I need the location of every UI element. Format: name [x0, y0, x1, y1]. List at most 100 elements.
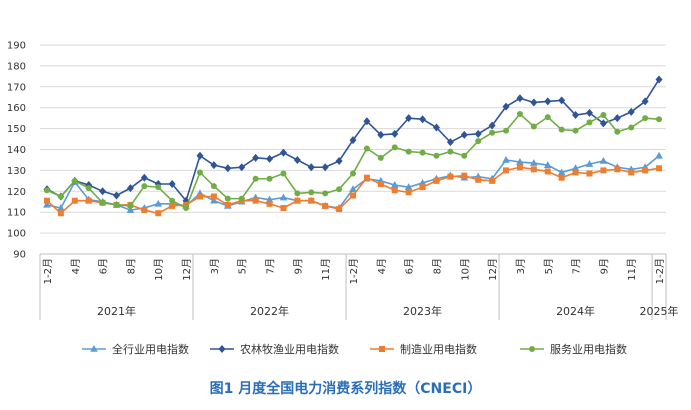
data-point	[628, 124, 635, 131]
data-point	[350, 192, 356, 199]
x-tick-label-group: 9月	[598, 258, 610, 274]
data-point	[600, 112, 607, 119]
data-point	[322, 202, 329, 209]
data-point	[419, 184, 426, 191]
x-tick-label-group: 6月	[404, 258, 416, 274]
y-tick-label: 190	[7, 41, 26, 52]
data-point	[57, 204, 65, 211]
data-point	[280, 205, 287, 212]
data-point	[572, 127, 579, 134]
data-point	[446, 138, 454, 147]
legend-marker	[529, 346, 535, 352]
data-point	[503, 167, 510, 174]
data-point	[279, 148, 287, 157]
data-point	[530, 98, 538, 107]
data-point	[336, 186, 343, 193]
data-point	[571, 164, 580, 172]
data-point	[210, 183, 217, 190]
gridlines	[40, 44, 666, 255]
data-point	[363, 117, 371, 126]
data-point	[656, 116, 663, 123]
data-point	[516, 158, 524, 165]
data-point	[224, 164, 232, 173]
data-point	[196, 193, 203, 200]
data-point	[349, 185, 357, 193]
data-point	[308, 197, 315, 204]
year-label: 2021年	[97, 304, 136, 318]
x-tick-label: 7月	[265, 258, 277, 274]
x-tick-label-group: 11月	[626, 258, 638, 281]
data-point	[641, 97, 649, 106]
data-point	[391, 144, 398, 151]
x-tick-label-group: 1-2月	[348, 258, 360, 284]
series-2	[43, 164, 663, 217]
x-tick-label: 12月	[181, 258, 193, 281]
data-point	[155, 210, 162, 217]
data-point	[113, 201, 120, 208]
year-label: 2025年	[640, 304, 679, 318]
x-tick-label: 1-2月	[348, 258, 360, 284]
x-tick-label-group: 12月	[487, 258, 499, 281]
data-point	[266, 175, 273, 182]
data-point	[57, 193, 64, 200]
data-point	[99, 187, 107, 196]
x-tick-label-group: 7月	[571, 258, 583, 274]
x-tick-label-group: 12月	[181, 258, 193, 281]
data-point	[474, 129, 482, 138]
x-tick-label: 8月	[431, 258, 443, 274]
data-point	[489, 129, 496, 136]
data-point	[99, 199, 106, 206]
data-point	[377, 130, 385, 139]
data-point	[266, 200, 273, 207]
data-point	[293, 155, 301, 164]
data-point	[433, 177, 440, 184]
y-tick-label: 140	[7, 145, 26, 156]
x-tick-label-group: 4月	[376, 258, 388, 274]
data-point	[196, 151, 204, 160]
x-tick-label: 3月	[515, 258, 527, 274]
data-point	[238, 195, 245, 202]
data-point	[210, 196, 218, 204]
y-tick-label: 180	[7, 61, 26, 72]
data-point	[502, 155, 510, 163]
x-axis: 1-2月 4月 6月 8月 10月 12月 3月 5月 7月 9月 11月 1-2月 4月 6月 8月 10月…	[39, 253, 679, 320]
year-label: 2023年	[403, 304, 442, 318]
x-tick-label: 11月	[320, 258, 332, 281]
legend: 全行业用电指数 农林牧渔业用电指数 制造业用电指数 服务业用电指数	[82, 342, 627, 356]
year-label: 2022年	[250, 304, 289, 318]
y-tick-label: 150	[7, 124, 26, 135]
x-tick-label: 7月	[571, 258, 583, 274]
x-tick-label: 11月	[626, 258, 638, 281]
data-point	[307, 163, 315, 172]
x-tick-label: 1-2月	[654, 258, 666, 284]
data-point	[155, 184, 162, 191]
data-point	[252, 153, 260, 162]
data-point	[113, 191, 121, 200]
legend-marker	[218, 345, 226, 353]
data-point	[183, 205, 190, 212]
data-point	[599, 119, 607, 128]
x-tick-label-group: 8月	[125, 258, 137, 274]
data-point	[169, 202, 176, 209]
data-point	[196, 169, 203, 176]
data-point	[613, 114, 621, 123]
data-point	[363, 174, 370, 181]
data-point	[322, 190, 329, 197]
legend-label: 服务业用电指数	[550, 342, 627, 356]
x-tick-label: 12月	[487, 258, 499, 281]
data-point	[280, 170, 287, 177]
x-tick-label: 1-2月	[42, 258, 54, 284]
series-3	[43, 110, 663, 212]
data-point	[419, 149, 426, 156]
legend-item: 服务业用电指数	[520, 342, 627, 356]
data-point	[265, 195, 274, 203]
data-point	[127, 202, 134, 209]
x-tick-label-group: 5月	[237, 258, 249, 274]
data-point	[126, 206, 135, 213]
data-point	[404, 183, 413, 190]
data-point	[461, 152, 468, 159]
data-point	[391, 129, 399, 138]
data-point	[488, 121, 496, 130]
data-point	[655, 151, 663, 159]
x-tick-label-group: 3月	[209, 258, 221, 274]
